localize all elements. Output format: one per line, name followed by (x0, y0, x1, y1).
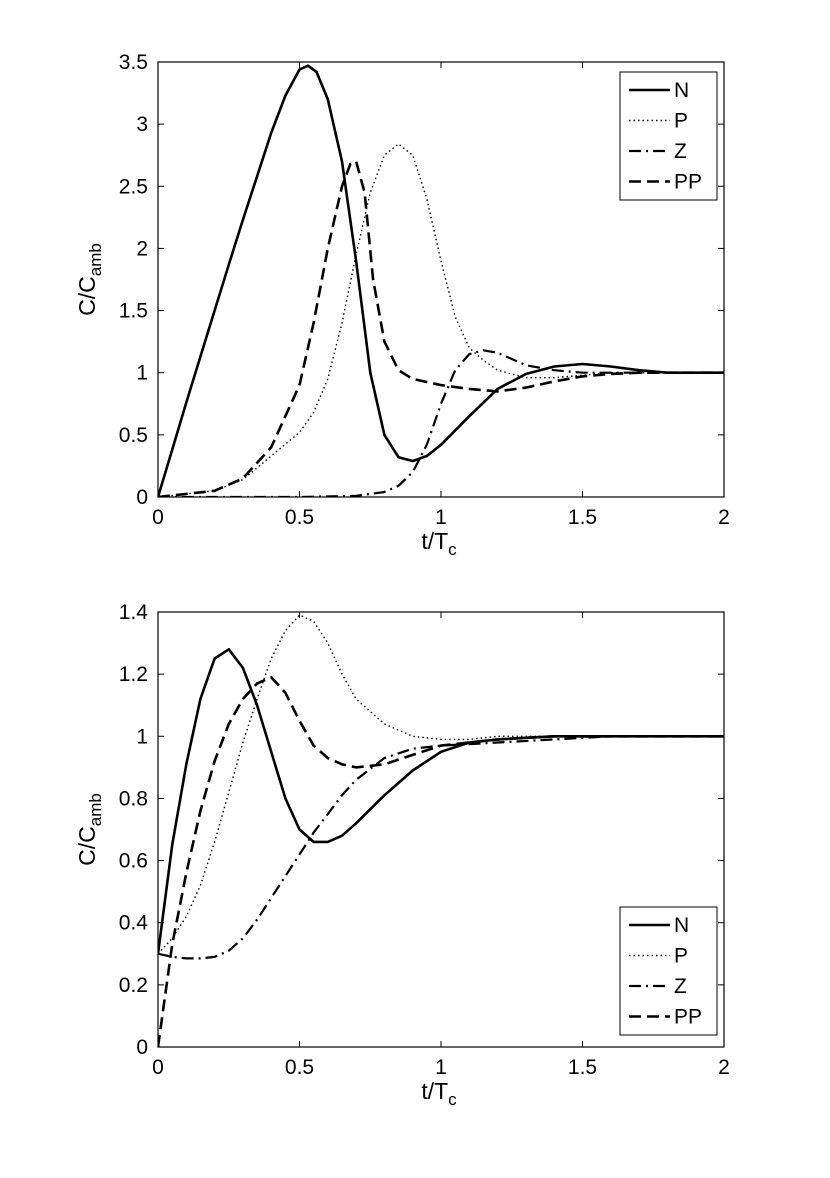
x-tick-label: 0 (152, 1056, 164, 1079)
y-tick-label: 0.5 (119, 424, 148, 447)
series-line-pp (158, 160, 724, 497)
legend-label-p: P (674, 945, 688, 968)
y-tick-label: 1 (136, 362, 148, 385)
bottom-chart-panel: 0 0.5 1 1.5 2 0 0.2 0.4 0.6 0.8 1 1.2 1.4 t/Tc C/Camb N… (74, 601, 730, 1109)
legend-label-n: N (674, 914, 689, 937)
x-axis-label: t/Tc (421, 1078, 457, 1109)
top-chart-panel: 0 0.5 1 1.5 2 0 0.5 1 1.5 2 2.5 3 3.5 t/Tc C/Camb NPZ PP (74, 51, 730, 559)
series-line-pp (158, 675, 724, 1047)
y-tick-label: 2.5 (119, 175, 148, 198)
y-tick-label: 2 (136, 237, 148, 260)
y-tick-label: 0.4 (119, 912, 149, 935)
series-line-n (158, 64, 724, 497)
legend: NPZ PP (619, 71, 718, 201)
y-tick-label: 1 (136, 725, 148, 748)
legend-label-n: N (674, 79, 689, 102)
x-tick-label: 2 (718, 506, 730, 529)
x-tick-label: 0.5 (285, 506, 314, 529)
legend-label-pp: PP (674, 1006, 702, 1029)
y-tick-label: 0.8 (119, 787, 148, 810)
x-tick-label: 1 (435, 506, 447, 529)
y-tick-label: 0 (136, 1036, 148, 1059)
y-tick-label: 3 (136, 113, 148, 136)
y-axis-label: C/Camb (74, 243, 105, 316)
x-tick-label: 1 (435, 1056, 447, 1079)
legend: NPZ PP (619, 906, 718, 1036)
y-tick-label: 1.5 (119, 300, 148, 323)
x-tick-label: 0 (152, 506, 164, 529)
x-tick-label: 2 (718, 1056, 730, 1079)
series-line-z (158, 349, 724, 497)
y-tick-label: 1.4 (119, 601, 149, 624)
y-tick-label: 0.2 (119, 974, 148, 997)
series-group (158, 64, 724, 497)
series-line-z (158, 735, 724, 960)
y-tick-label: 1.2 (119, 663, 148, 686)
legend-label-z: Z (674, 140, 687, 163)
series-line-p (158, 143, 724, 497)
x-tick-label: 1.5 (568, 506, 597, 529)
x-tick-label: 1.5 (568, 1056, 597, 1079)
y-tick-label: 0.6 (119, 850, 148, 873)
x-axis-label: t/Tc (421, 528, 457, 559)
legend-label-z: Z (674, 975, 687, 998)
legend-box (619, 906, 718, 1036)
y-tick-label: 0 (136, 486, 148, 509)
legend-label-p: P (674, 110, 688, 133)
x-tick-label: 0.5 (285, 1056, 314, 1079)
y-axis-label: C/Camb (74, 793, 105, 866)
y-tick-label: 3.5 (119, 51, 148, 74)
series-group (158, 614, 724, 1047)
legend-label-pp: PP (674, 171, 702, 194)
legend-box (619, 71, 718, 201)
